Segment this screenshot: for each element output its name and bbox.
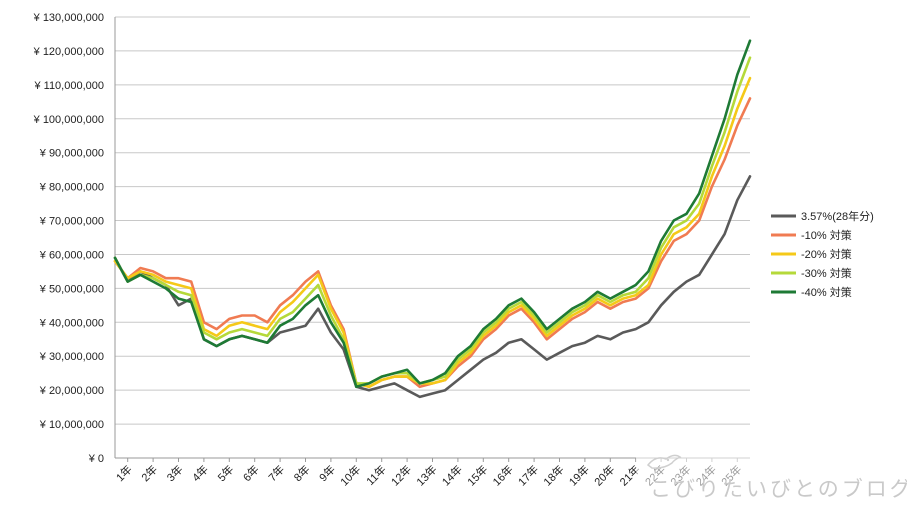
x-tick-label: 14年 (439, 462, 465, 488)
x-tick-label: 16年 (489, 462, 515, 488)
y-tick-label: ¥ 120,000,000 (33, 46, 104, 58)
y-tick-label: ¥ 40,000,000 (39, 317, 104, 329)
x-tick-label: 9年 (316, 462, 338, 484)
x-tick-label: 8年 (291, 462, 313, 484)
y-tick-label: ¥ 20,000,000 (39, 385, 104, 397)
bird-logo-icon (646, 454, 682, 469)
legend-label: -20% 対策 (801, 247, 852, 261)
legend-label: -30% 対策 (801, 266, 852, 280)
x-tick-label: 17年 (515, 462, 541, 488)
y-tick-label: ¥ 0 (88, 453, 104, 465)
x-tick-label: 15年 (464, 462, 490, 488)
x-tick-label: 7年 (265, 462, 287, 484)
x-tick-label: 6年 (240, 462, 262, 484)
x-tick-label: 10年 (337, 462, 363, 488)
x-tick-label: 2年 (138, 462, 160, 484)
y-tick-label: ¥ 110,000,000 (33, 80, 104, 92)
y-tick-label: ¥ 90,000,000 (39, 148, 104, 160)
series-line (113, 39, 752, 389)
y-tick-label: ¥ 80,000,000 (39, 182, 104, 194)
grid-lines (114, 16, 750, 459)
x-tick-label: 11年 (363, 462, 389, 488)
x-tick-label: 5年 (214, 462, 236, 484)
x-tick-label: 4年 (189, 462, 211, 484)
legend-label: 3.57%(28年分) (801, 209, 874, 223)
x-tick-label: 20年 (591, 462, 617, 488)
y-tick-label: ¥ 30,000,000 (39, 351, 104, 363)
x-tick-label: 3年 (164, 462, 186, 484)
series-line (113, 175, 752, 399)
x-tick-label: 1年 (113, 462, 135, 484)
y-axis: ¥ 0 ¥ 10,000,000 ¥ 20,000,000 ¥ 30,000,000 ¥… (33, 12, 104, 465)
x-tick-label: 19年 (566, 462, 592, 488)
x-tick-label: 13年 (413, 462, 439, 488)
watermark-text: こびりたいびとのブログ (650, 477, 907, 501)
y-tick-label: ¥ 100,000,000 (33, 114, 104, 126)
y-tick-label: ¥ 60,000,000 (39, 249, 104, 261)
legend-label: -10% 対策 (801, 228, 852, 242)
y-tick-label: ¥ 10,000,000 (39, 419, 104, 431)
series-lines (113, 39, 752, 399)
x-tick-label: 12年 (388, 462, 414, 488)
watermark: こびりたいびとのブログ (636, 443, 907, 510)
legend-label: -40% 対策 (801, 285, 852, 299)
x-tick-label: 18年 (540, 462, 566, 488)
y-tick-label: ¥ 70,000,000 (39, 216, 104, 228)
y-tick-label: ¥ 50,000,000 (39, 283, 104, 295)
legend: 3.57%(28年分) -10% 対策 -20% 対策 -30% 対策 -40% 対策 (771, 209, 874, 299)
y-tick-label: ¥ 130,000,000 (33, 12, 104, 24)
series-line (113, 76, 752, 389)
